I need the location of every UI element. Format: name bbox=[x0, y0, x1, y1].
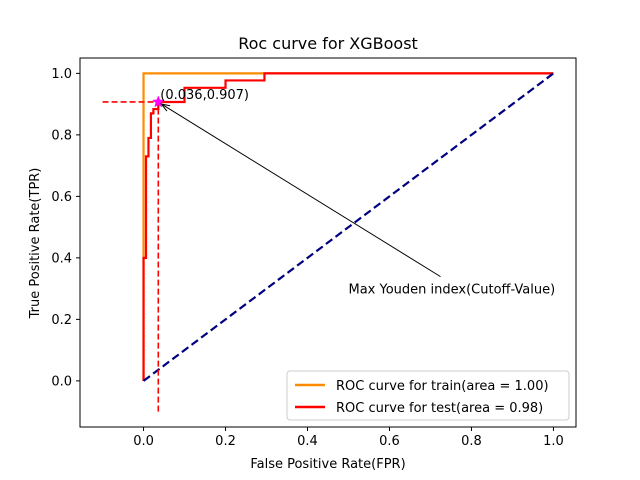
annotation-arrow-head bbox=[160, 103, 171, 112]
x-tick-label: 1.0 bbox=[543, 434, 564, 449]
annotation-text: Max Youden index(Cutoff-Value) bbox=[348, 283, 555, 298]
x-tick-label: 0.2 bbox=[215, 434, 236, 449]
chance-diagonal-line bbox=[142, 72, 555, 382]
annotation-layer: (0.036,0.907) Max Youden index(Cutoff-Val… bbox=[151, 88, 555, 298]
annotation-arrow-line bbox=[161, 103, 441, 278]
x-axis-title: False Positive Rate(FPR) bbox=[250, 457, 405, 472]
x-tick-label: 0.6 bbox=[379, 434, 400, 449]
roc-test-line bbox=[142, 72, 554, 381]
y-tick-label: 0.6 bbox=[51, 190, 72, 205]
legend-box bbox=[286, 370, 570, 421]
cutoff-point-label: (0.036,0.907) bbox=[160, 88, 249, 103]
x-tick-label: 0.4 bbox=[297, 434, 318, 449]
x-tick-label: 0.0 bbox=[133, 434, 154, 449]
y-tick-label: 1.0 bbox=[51, 67, 72, 82]
y-tick-label: 0.8 bbox=[51, 128, 72, 143]
x-tick-label: 0.8 bbox=[461, 434, 482, 449]
y-axis-title: True Positive Rate(TPR) bbox=[28, 168, 43, 320]
y-tick-label: 0.2 bbox=[51, 313, 72, 328]
chart-title: Roc curve for XGBoost bbox=[238, 34, 418, 53]
x-axis-ticks: 0.0 0.2 0.4 0.6 0.8 1.0 bbox=[133, 427, 564, 449]
legend: ROC curve for train(area = 1.00) ROC cur… bbox=[286, 370, 570, 421]
legend-label-train: ROC curve for train(area = 1.00) bbox=[336, 379, 549, 394]
y-tick-label: 0.0 bbox=[51, 374, 72, 389]
plot-layer bbox=[102, 72, 555, 412]
cutoff-point-marker bbox=[151, 95, 165, 108]
axes-frame bbox=[79, 57, 577, 428]
legend-label-test: ROC curve for test(area = 0.98) bbox=[336, 401, 543, 416]
y-tick-label: 0.4 bbox=[51, 251, 72, 266]
y-axis-ticks: 0.0 0.2 0.4 0.6 0.8 1.0 bbox=[51, 67, 80, 389]
